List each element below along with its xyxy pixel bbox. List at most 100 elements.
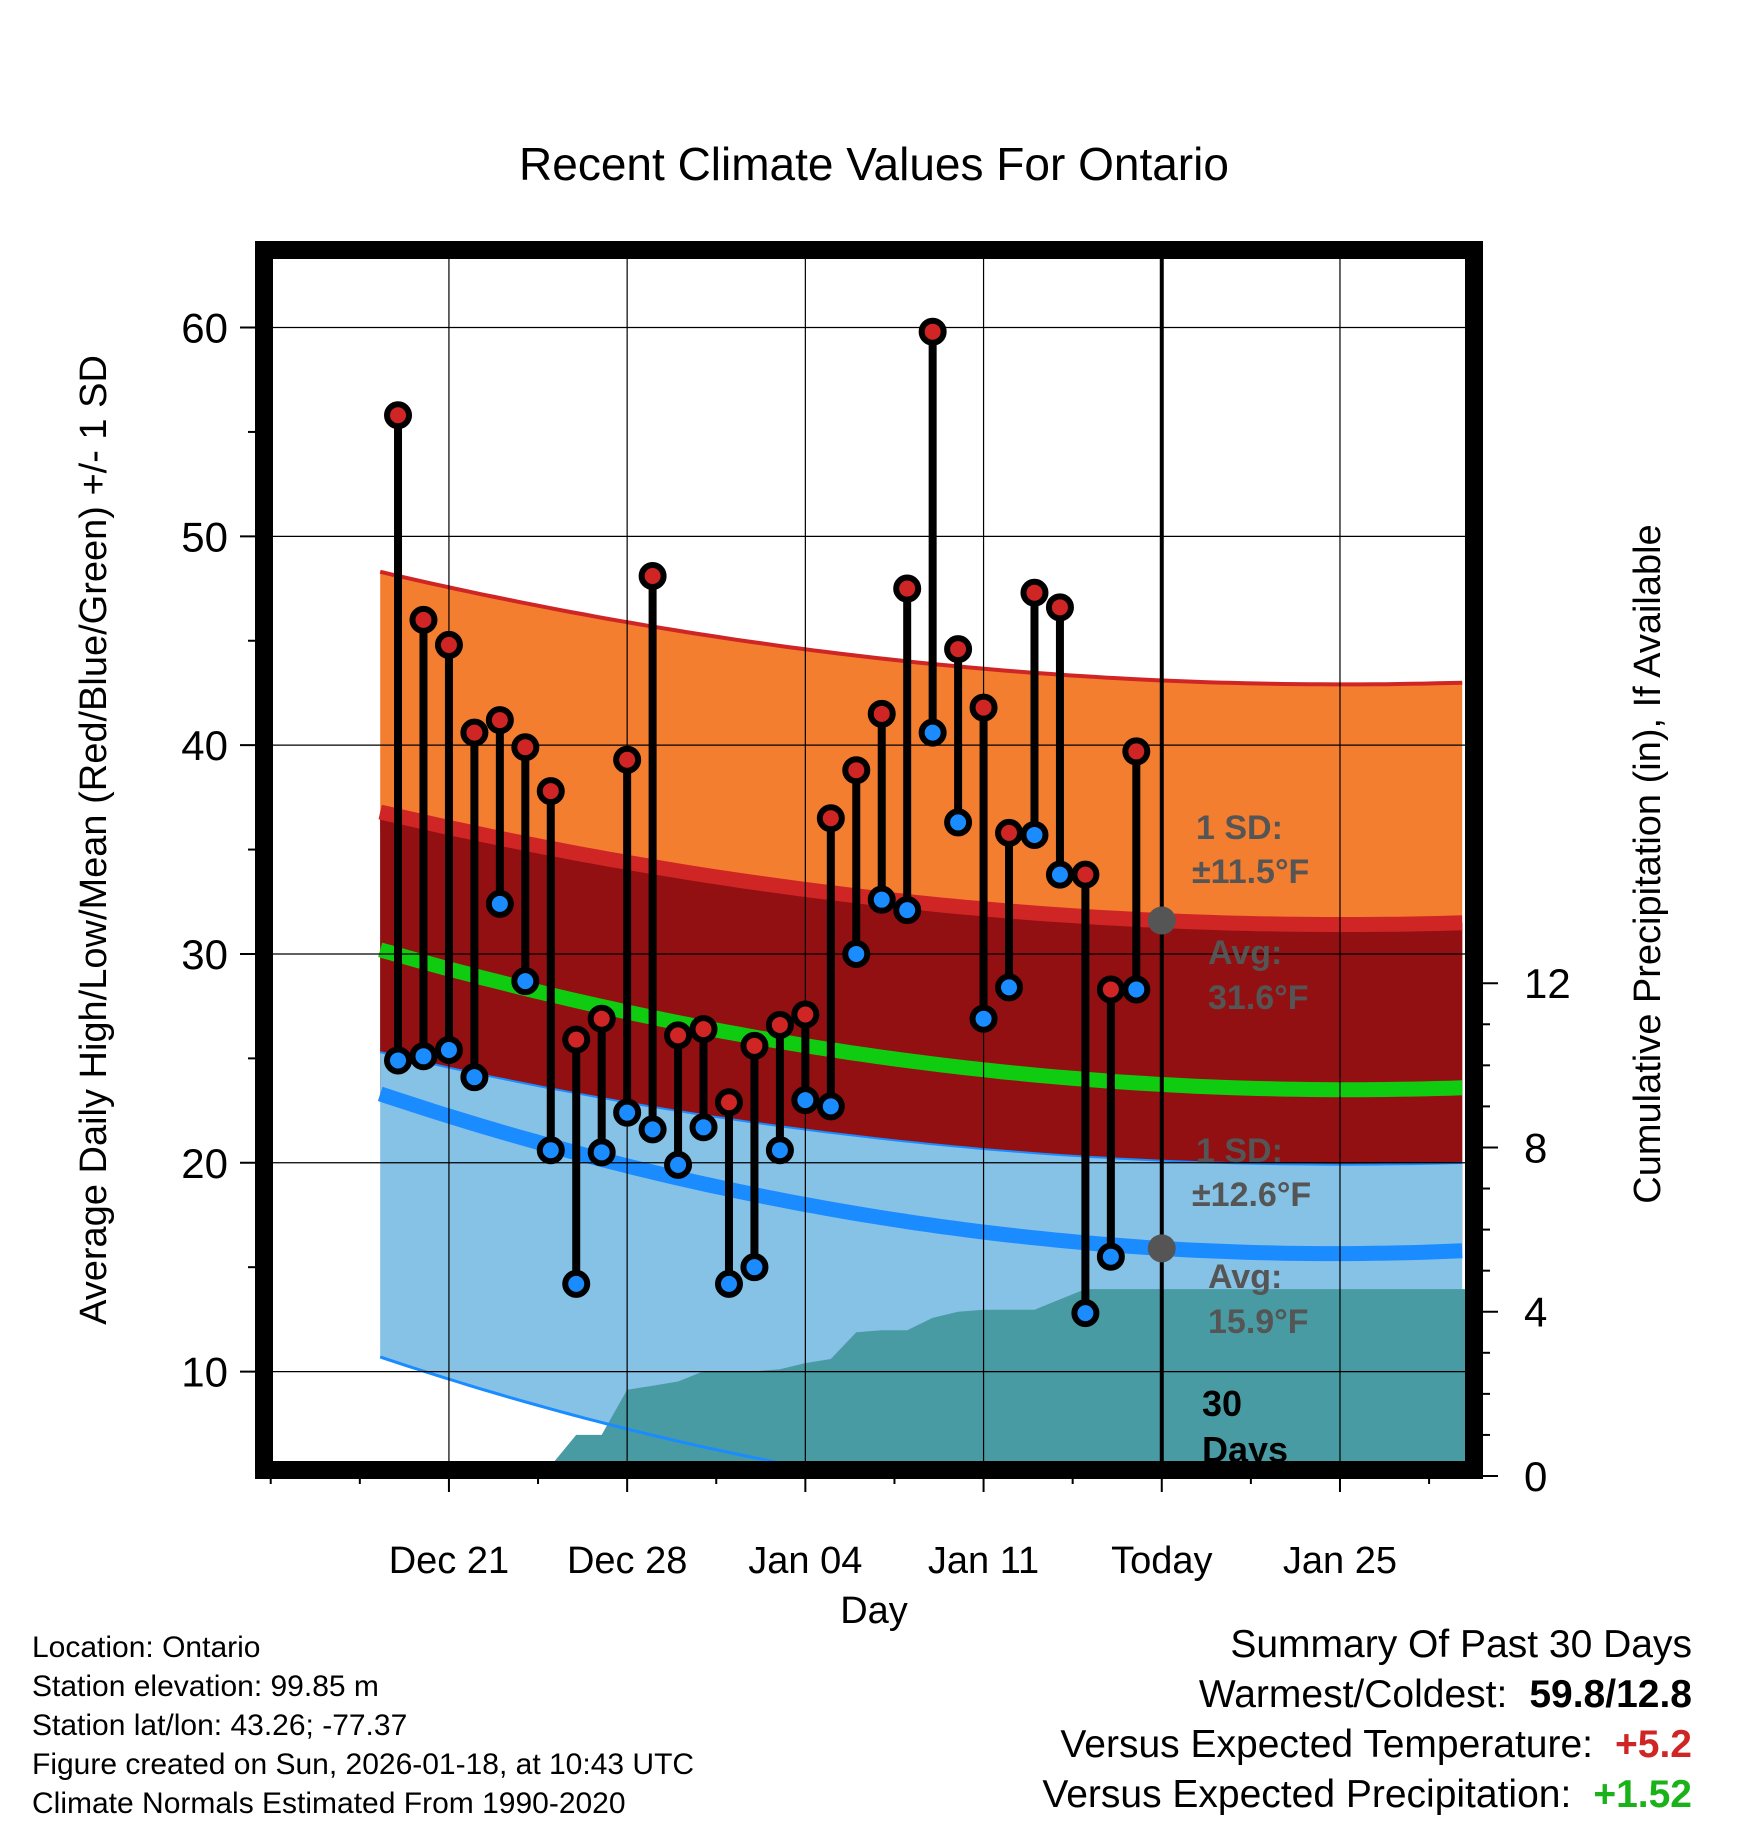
y2-tick-label: 0 [1524, 1453, 1547, 1500]
high-marker [791, 1000, 820, 1029]
summary-title: Summary Of Past 30 Days [1230, 1623, 1692, 1666]
low-marker [995, 973, 1024, 1002]
location-text: Location: Ontario [32, 1631, 261, 1664]
warmest-coldest-label: Warmest/Coldest: [1198, 1673, 1508, 1716]
warmest-coldest-value: 59.8/12.8 [1529, 1673, 1692, 1716]
precip-delta-label: Versus Expected Precipitation: [1042, 1773, 1572, 1816]
low-avg-label: Avg: [1208, 1258, 1282, 1296]
low-marker [944, 808, 973, 837]
x-tick-label: Jan 04 [748, 1540, 862, 1582]
high-marker [689, 1015, 718, 1044]
latlon-text: Station lat/lon: 43.26; -77.37 [32, 1709, 408, 1742]
low-marker [409, 1042, 438, 1071]
low-marker [1020, 820, 1049, 849]
low-marker [816, 1092, 845, 1121]
high-marker [1122, 737, 1151, 766]
x-axis-label: Day [840, 1590, 908, 1632]
elevation-text: Station elevation: 99.85 m [32, 1670, 379, 1703]
x-tick-label: Dec 21 [389, 1540, 509, 1582]
low-marker [791, 1086, 820, 1115]
low-marker [664, 1150, 693, 1179]
low-marker [867, 885, 896, 914]
low-lower-line [379, 1355, 862, 1476]
high-marker [995, 818, 1024, 847]
high-marker [842, 756, 871, 785]
high-marker [664, 1021, 693, 1050]
warmest-coldest-row: Warmest/Coldest: 59.8/12.8 [1042, 1670, 1692, 1720]
plot-frame [255, 241, 1483, 1479]
high-marker [460, 718, 489, 747]
y-tick-label: 50 [181, 513, 228, 560]
x-tick-label: Jan 11 [928, 1540, 1039, 1582]
high-marker [714, 1088, 743, 1117]
low-marker [842, 939, 871, 968]
high-marker [613, 745, 642, 774]
low-marker [689, 1113, 718, 1142]
y-tick-label: 40 [181, 722, 228, 769]
precip-area [398, 1289, 1468, 1476]
y-tick-label: 20 [181, 1140, 228, 1187]
normals-text: Climate Normals Estimated From 1990-2020 [32, 1787, 626, 1820]
today-high-avg-marker [1147, 906, 1176, 935]
low-marker [434, 1036, 463, 1065]
low-marker [969, 1004, 998, 1033]
low-marker [1071, 1299, 1100, 1328]
high-marker [511, 733, 540, 762]
y-tick-label: 10 [181, 1349, 228, 1396]
location-info: Location: Ontario Station elevation: 99.… [32, 1628, 694, 1823]
low-marker [613, 1098, 642, 1127]
high-marker [816, 804, 845, 833]
created-text: Figure created on Sun, 2026-01-18, at 10… [32, 1748, 695, 1781]
chart-title: Recent Climate Values For Ontario [519, 138, 1229, 190]
low-marker [918, 718, 947, 747]
high-marker [918, 317, 947, 346]
low-marker [1045, 860, 1074, 889]
days-count-number: 30 [1202, 1383, 1242, 1424]
low-marker [536, 1136, 565, 1165]
high-avg-value: 31.6°F [1208, 979, 1309, 1017]
high-avg-line [378, 804, 1463, 932]
plot-clipped [258, 244, 1480, 1476]
high-marker [893, 574, 922, 603]
high-sd-label: 1 SD: [1196, 809, 1283, 847]
high-marker [1071, 860, 1100, 889]
high-avg-label: Avg: [1208, 934, 1282, 972]
high-marker [1096, 975, 1125, 1004]
low-marker [460, 1063, 489, 1092]
low-marker [893, 896, 922, 925]
precip-delta-value: +1.52 [1593, 1773, 1692, 1816]
high-marker [867, 699, 896, 728]
high-lower-line [379, 1051, 1463, 1166]
high-marker [969, 693, 998, 722]
low-marker [485, 889, 514, 918]
y2-tick-label: 4 [1524, 1289, 1547, 1336]
today-low-avg-marker [1147, 1234, 1176, 1263]
low-avg-value: 15.9°F [1208, 1303, 1309, 1341]
high-marker [562, 1025, 591, 1054]
x-tick-label: Today [1111, 1540, 1212, 1582]
high-marker [434, 630, 463, 659]
low-marker [740, 1253, 769, 1282]
x-tick-label: Dec 28 [567, 1540, 687, 1582]
high-marker [765, 1010, 794, 1039]
high-upper-line [379, 569, 1463, 687]
high-marker [587, 1004, 616, 1033]
temp-delta-value: +5.2 [1615, 1723, 1692, 1766]
low-marker [765, 1136, 794, 1165]
high-marker [638, 562, 667, 591]
temp-delta-label: Versus Expected Temperature: [1060, 1723, 1593, 1766]
low-marker [1122, 975, 1151, 1004]
y2-tick-label: 8 [1524, 1124, 1547, 1171]
low-marker [638, 1115, 667, 1144]
low-sd-value: ±12.6°F [1192, 1176, 1311, 1214]
precip-delta-row: Versus Expected Precipitation: +1.52 [1042, 1770, 1692, 1820]
y2-axis-label: Cumulative Precipitation (in), If Availa… [1627, 524, 1669, 1203]
high-marker [944, 635, 973, 664]
high-marker [485, 706, 514, 735]
high-marker [536, 777, 565, 806]
high-marker [1045, 593, 1074, 622]
temp-delta-row: Versus Expected Temperature: +5.2 [1042, 1720, 1692, 1770]
y-tick-label: 30 [181, 931, 228, 978]
low-sd-label: 1 SD: [1196, 1132, 1283, 1170]
plot-content: 1 SD: ±11.5°F Avg: 31.6°F 1 SD: ±12.6°F Avg: 15… [181, 241, 1571, 1582]
